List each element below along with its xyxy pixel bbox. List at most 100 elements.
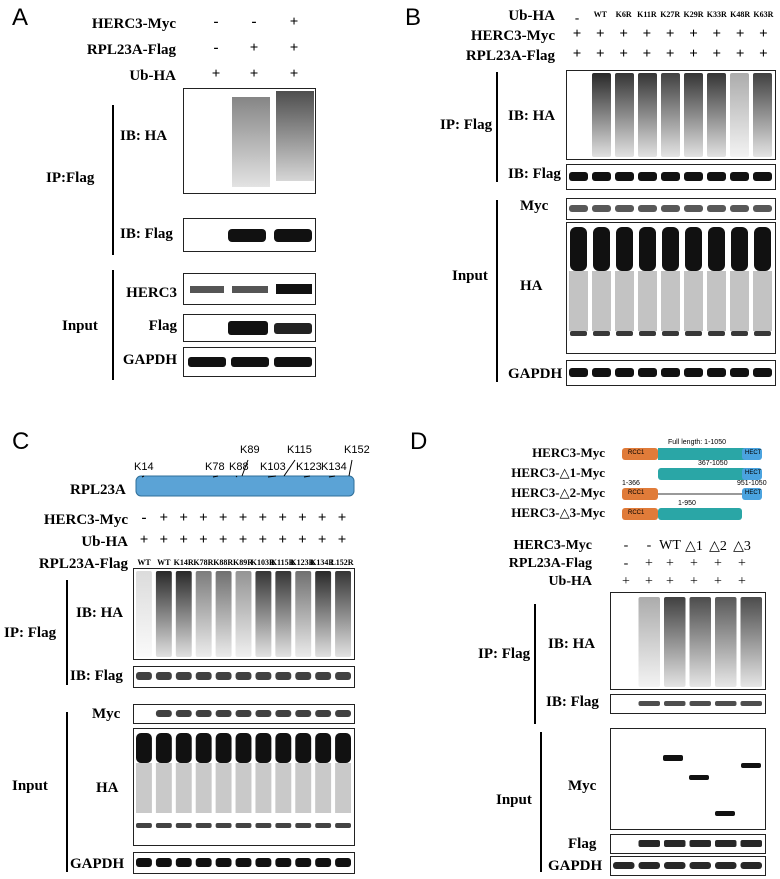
band: [335, 672, 351, 680]
d-note: 1-950: [678, 500, 696, 507]
band: [689, 862, 711, 869]
d-construct-name: HERC3-△2-Myc: [511, 485, 605, 500]
b-input-bracket: [496, 200, 498, 382]
b-sign: +: [642, 46, 652, 62]
a-sign: -: [251, 14, 257, 30]
d-ib-flag-label: IB: Flag: [546, 694, 599, 710]
d-sign: +: [666, 574, 674, 589]
band: [295, 733, 312, 763]
a-input-bracket: [112, 270, 114, 380]
d-myc-label: Myc: [568, 778, 597, 794]
smear-lane: [638, 271, 657, 331]
c-ip-bracket: [66, 580, 68, 685]
band: [689, 701, 711, 706]
band: [175, 672, 192, 680]
band: [741, 763, 761, 768]
band: [638, 205, 657, 212]
smear-lane: [740, 597, 762, 687]
band: [175, 710, 192, 717]
a-blot-herc3: [183, 273, 316, 305]
b-row-herc3: HERC3-Myc: [470, 28, 555, 44]
band: [740, 840, 762, 847]
c-ub-sign: +: [199, 532, 208, 548]
c-site-line: [241, 459, 249, 477]
c-blot-ha: [133, 728, 355, 846]
band: [684, 172, 703, 181]
b-lane-label: K27R: [660, 10, 681, 19]
band: [335, 710, 351, 717]
smear-lane: [155, 571, 172, 657]
b-lane-label: K11R: [637, 10, 657, 19]
smear-lane: [215, 571, 232, 657]
a-flag-label: Flag: [148, 318, 177, 334]
band: [195, 710, 212, 717]
smear-lane: [753, 73, 772, 157]
b-sign: +: [689, 46, 698, 62]
smear-lane: [255, 763, 272, 813]
d-sign: △2: [709, 539, 727, 554]
band: [155, 710, 172, 717]
b-lane-label: WT: [593, 10, 607, 19]
d-blot-gapdh: [610, 856, 766, 876]
c-ip-label: IP: Flag: [4, 625, 57, 641]
band: [235, 733, 252, 763]
smear-lane: [315, 571, 332, 657]
band: [215, 858, 232, 867]
smear-lane: [638, 73, 657, 157]
b-sign: +: [759, 26, 768, 42]
band: [295, 710, 312, 717]
smear-lane: [136, 763, 152, 813]
b-lane-label: K63R: [753, 10, 774, 19]
band: [616, 331, 633, 336]
b-sign: +: [759, 46, 768, 62]
band: [615, 205, 634, 212]
band: [592, 205, 611, 212]
band: [593, 227, 610, 271]
d-sign: +: [690, 574, 698, 589]
b-sign: +: [665, 46, 675, 62]
d-sign: +: [690, 556, 698, 571]
band: [275, 710, 292, 717]
band: [754, 331, 771, 336]
c-site-label: K88: [229, 461, 249, 473]
c-lane-label: K123R: [290, 558, 315, 567]
band: [708, 227, 725, 271]
c-lane-label: WT: [157, 558, 171, 567]
c-ub-sign: +: [218, 532, 228, 548]
band: [731, 227, 748, 271]
smear-lane: [195, 763, 212, 813]
band: [684, 368, 703, 377]
d-sign: +: [645, 574, 653, 589]
d-note: 1-366: [622, 480, 640, 487]
b-blot-gapdh: [566, 360, 776, 386]
c-site-line: [348, 459, 353, 477]
band: [155, 858, 172, 867]
band: [708, 331, 725, 336]
d-hect-label: HECT: [745, 470, 762, 476]
band: [753, 368, 772, 377]
band: [315, 823, 332, 828]
c-ub-sign: +: [179, 532, 188, 548]
band: [684, 205, 703, 212]
band: [255, 733, 272, 763]
band: [662, 227, 679, 271]
c-ib-ha-label: IB: HA: [76, 605, 124, 621]
c-site-line: [212, 475, 219, 478]
band: [255, 858, 272, 867]
d-input-bracket: [540, 732, 542, 872]
c-ub-sign: +: [298, 532, 307, 548]
band: [730, 172, 749, 181]
d-row-rpl23a: RPL23A-Flag: [508, 556, 592, 571]
band: [235, 858, 252, 867]
band: [195, 672, 212, 680]
c-site-line: [235, 475, 238, 478]
smear-lane: [295, 571, 312, 657]
d-sign: +: [645, 556, 653, 571]
band: [753, 172, 772, 181]
b-blot-ib-flag: [566, 164, 776, 190]
b-row-rpl23a: RPL23A-Flag: [465, 48, 555, 64]
band: [707, 368, 726, 377]
a-blot-ib-flag: [183, 218, 316, 252]
band: [592, 172, 611, 181]
b-lane-label: K48R: [730, 10, 751, 19]
